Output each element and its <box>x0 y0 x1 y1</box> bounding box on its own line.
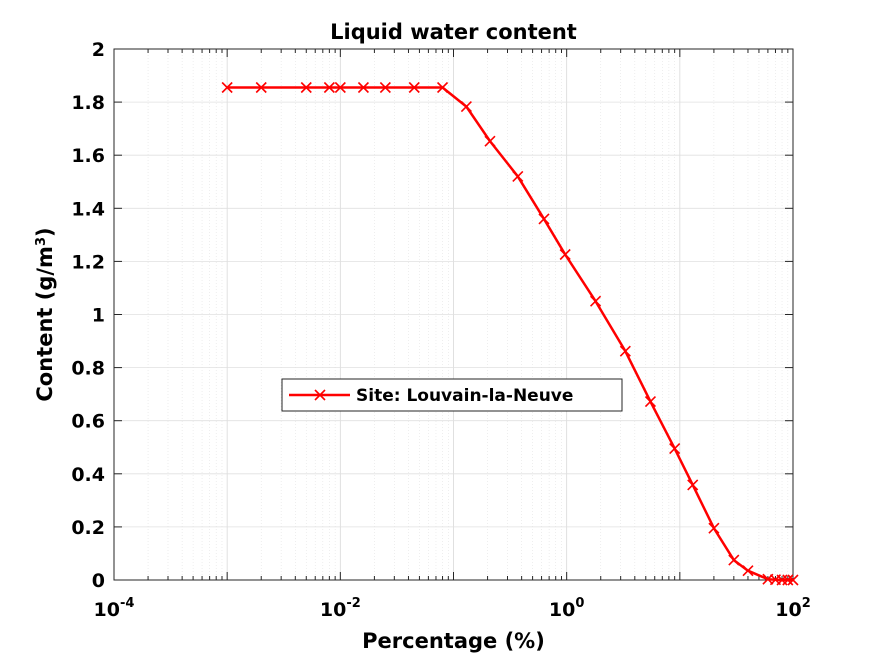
y-tick-label: 1.2 <box>71 251 105 273</box>
data-point-marker <box>323 81 335 94</box>
y-tick-label: 0 <box>92 570 105 592</box>
x-tick-label: 100 <box>549 596 585 621</box>
data-point-marker <box>334 81 346 94</box>
data-point-marker <box>559 248 571 261</box>
grid <box>113 48 793 581</box>
data-point-marker <box>787 574 799 586</box>
y-axis-label: Content (g/m3) <box>33 227 57 401</box>
y-tick-label: 0.8 <box>71 358 105 380</box>
legend: Site: Louvain-la-Neuve <box>281 378 623 412</box>
series-layer <box>221 81 799 586</box>
x-tick-exponent: -2 <box>346 596 360 611</box>
x-tick-base: 10 <box>320 599 346 621</box>
x-tick-labels: 10-4 10-2 100 102 <box>94 596 811 621</box>
axis-ticks <box>113 48 793 581</box>
data-point-marker <box>687 479 699 491</box>
y-tick-label: 0.4 <box>71 464 105 486</box>
data-point-marker <box>357 81 369 94</box>
y-tick-label: 2 <box>92 39 105 61</box>
data-point-marker <box>782 574 794 586</box>
x-tick-label: 10-4 <box>94 596 135 621</box>
x-tick-exponent: 0 <box>575 596 584 611</box>
x-tick-label: 102 <box>775 596 811 621</box>
y-tick-labels: 0 0.2 0.4 0.6 0.8 1 1.2 1.4 1.6 1.8 2 <box>71 39 105 592</box>
x-axis-label: Percentage (%) <box>362 629 545 653</box>
data-point-marker <box>379 81 391 94</box>
y-tick-label: 0.6 <box>71 411 105 433</box>
data-point-marker <box>728 554 740 566</box>
data-point-marker <box>669 443 681 455</box>
data-point-marker <box>538 213 550 225</box>
legend-marker-x <box>314 389 326 401</box>
data-point-marker <box>512 170 524 183</box>
data-point-marker <box>484 135 496 147</box>
y-axis-label-sup: 3 <box>34 237 49 246</box>
data-point-marker <box>589 295 602 307</box>
data-point-marker <box>742 565 754 577</box>
x-tick-label: 10-2 <box>320 596 361 621</box>
y-tick-label: 1.6 <box>71 145 105 167</box>
y-tick-label: 1 <box>92 305 105 327</box>
data-point-marker <box>300 81 312 94</box>
x-tick-base: 10 <box>775 599 801 621</box>
y-axis-label-close: ) <box>33 227 57 237</box>
x-tick-base: 10 <box>94 599 120 621</box>
data-point-marker <box>619 345 631 357</box>
x-tick-exponent: 2 <box>802 596 811 611</box>
legend-label: Site: Louvain-la-Neuve <box>356 386 573 406</box>
x-tick-exponent: -4 <box>120 596 134 611</box>
y-tick-label: 1.8 <box>71 92 105 114</box>
y-tick-label: 1.4 <box>71 198 105 220</box>
data-point-marker <box>436 81 449 94</box>
chart-title: Liquid water content <box>330 20 577 44</box>
data-point-marker <box>644 396 657 408</box>
data-point-marker <box>221 81 233 94</box>
data-point-marker <box>408 81 420 94</box>
y-axis-label-main: Content (g/m <box>33 246 57 402</box>
data-point-marker <box>460 101 472 113</box>
x-tick-base: 10 <box>549 599 575 621</box>
data-point-marker <box>708 522 720 534</box>
data-point-marker <box>255 81 267 94</box>
y-tick-label: 0.2 <box>71 517 105 539</box>
